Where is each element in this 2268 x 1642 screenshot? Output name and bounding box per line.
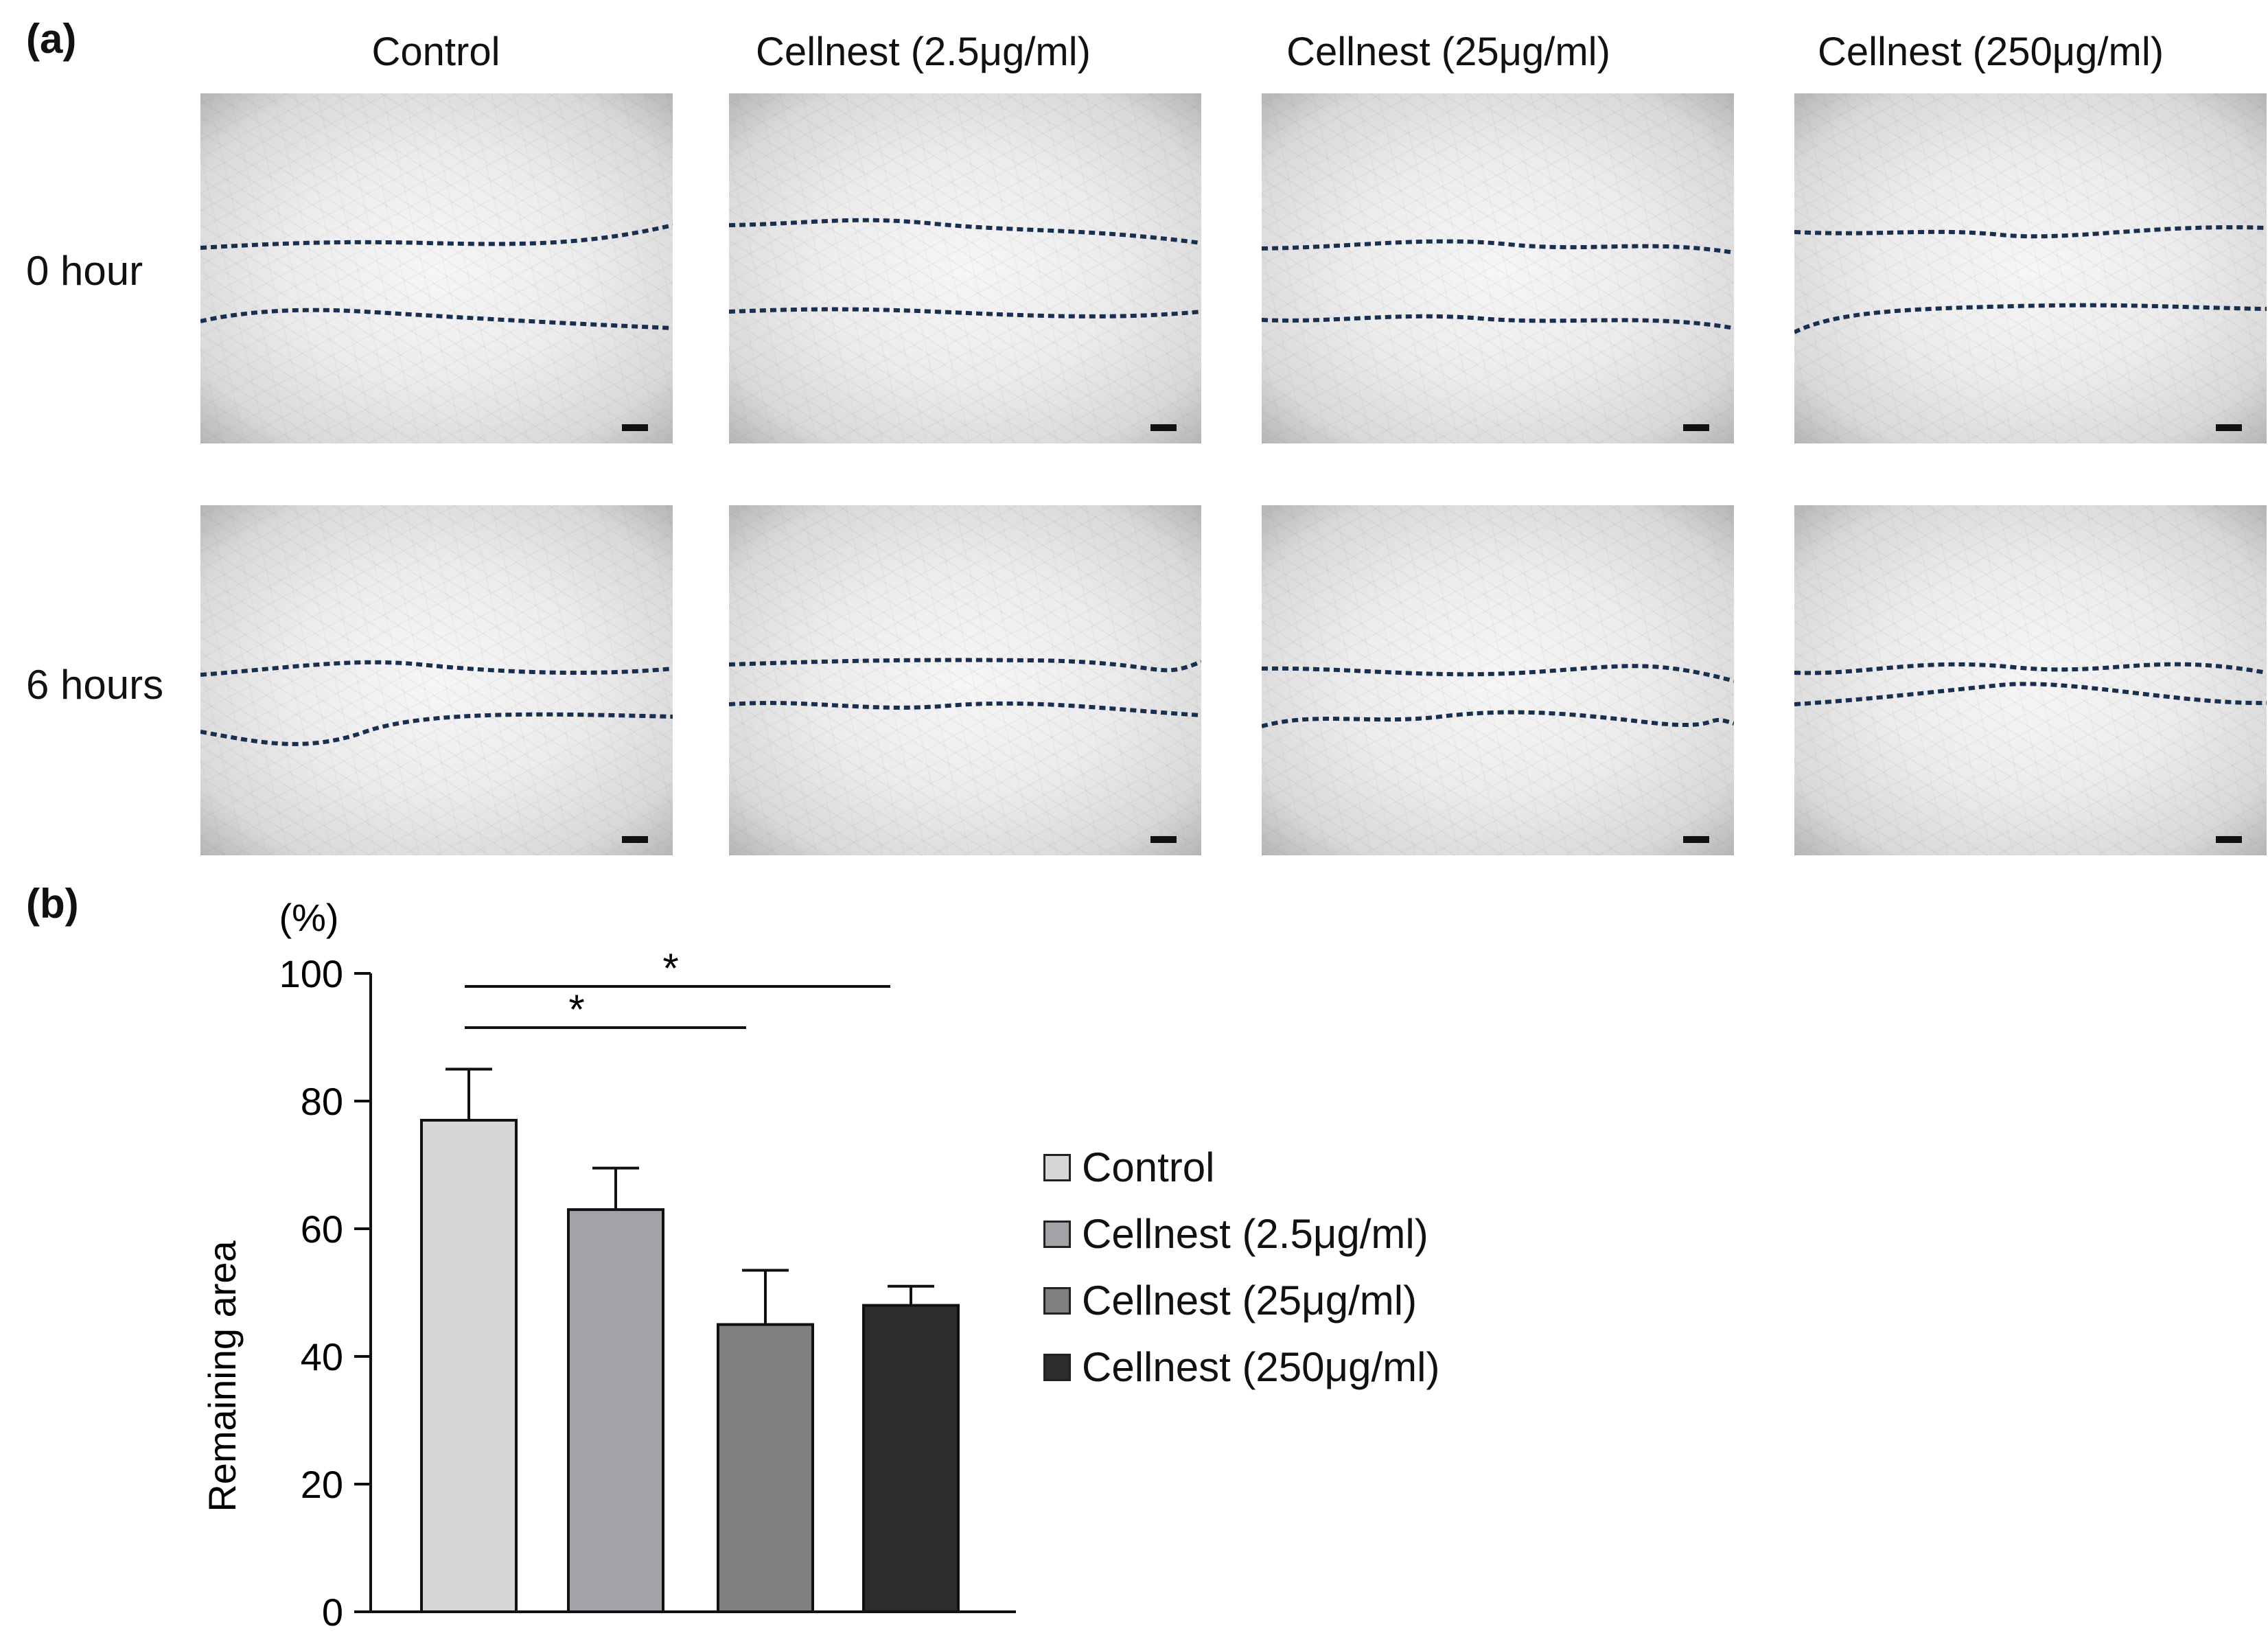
wound-edge-lines [729,218,1201,319]
wound-edge-lower [729,307,1201,319]
wound-edge-lines [1262,664,1734,728]
scale-bar [622,836,648,843]
panel-a-label: (a) [26,16,77,62]
bar [420,1118,518,1613]
wound-edge-lines [1794,225,2267,334]
y-tick-label: 100 [279,952,343,995]
row-header-6-hours: 6 hours [26,662,164,708]
wound-edge-lower [1794,682,2267,706]
legend-swatch [1043,1286,1071,1315]
column-header-cellnest-25: Cellnest (25μg/ml) [1286,30,1610,74]
legend-item-control: Control [1043,1134,1439,1201]
legend-swatch [1043,1153,1071,1181]
y-tick-label: 40 [301,1335,343,1378]
bar [717,1323,814,1613]
bar [567,1208,664,1614]
legend-item-cellnest-25: Cellnest (25μg/ml) [1043,1267,1439,1334]
chart-bars [420,1067,960,1614]
wound-edge-lower [1262,710,1734,728]
wound-edge-lower [1794,303,2267,334]
scale-bar [2216,424,2242,431]
row-header-0-hour: 0 hour [26,248,143,294]
scale-bar [1150,424,1177,431]
legend-swatch [1043,1220,1071,1248]
wound-edge-upper [200,223,673,250]
wound-edge-lower [200,712,673,746]
wound-edge-upper [1794,225,2267,239]
y-tick-label: 20 [301,1463,343,1506]
micrograph-control-0h [200,93,673,443]
scale-bar [1683,836,1709,843]
y-tick-label: 60 [301,1207,343,1251]
micrograph-cellnest-25-6h [1262,505,1734,855]
y-tick-label: 0 [322,1591,343,1634]
wound-edge-upper [1262,239,1734,255]
scale-bar [1683,424,1709,431]
wound-edge-upper [729,658,1201,673]
chart-legend: Control Cellnest (2.5μg/ml) Cellnest (25… [1043,1134,1439,1400]
micrograph-cellnest-250-0h [1794,93,2267,443]
column-header-cellnest-250: Cellnest (250μg/ml) [1817,30,2164,74]
bar [862,1304,960,1613]
legend-label: Cellnest (250μg/ml) [1082,1344,1440,1390]
scale-bar [1150,836,1177,843]
wound-edge-upper [1262,664,1734,683]
y-unit-label: (%) [279,896,338,939]
y-tick-label: 80 [301,1080,343,1123]
micrograph-cellnest-25-0h [1262,93,1734,443]
micrograph-cellnest-250-6h [1794,505,2267,855]
y-axis-label: Remaining area [200,1240,244,1512]
wound-edge-upper [729,218,1201,245]
wound-edge-lower [729,701,1201,717]
significance-annotations: ** [465,945,890,1032]
legend-swatch [1043,1353,1071,1381]
wound-edge-lower [1262,314,1734,330]
wound-edge-lines [1794,662,2267,706]
panel-b-label: (b) [26,881,79,927]
micrograph-control-6h [200,505,673,855]
wound-edge-lines [200,223,673,330]
wound-edge-upper [1794,662,2267,675]
significance-star: * [662,945,678,991]
legend-item-cellnest-250: Cellnest (250μg/ml) [1043,1334,1439,1400]
significance-star: * [568,986,584,1032]
legend-label: Control [1082,1144,1215,1190]
legend-item-cellnest-2-5: Cellnest (2.5μg/ml) [1043,1201,1439,1267]
wound-edge-lines [1262,239,1734,330]
wound-edge-upper [200,660,673,677]
micrograph-cellnest-2-5-0h [729,93,1201,443]
column-header-cellnest-2-5: Cellnest (2.5μg/ml) [756,30,1091,74]
wound-edge-lower [200,308,673,330]
wound-edge-lines [729,658,1201,717]
micrograph-cellnest-2-5-6h [729,505,1201,855]
chart-axes: 0 20 40 60 80 100 [279,952,1016,1634]
scale-bar [2216,836,2242,843]
scale-bar [622,424,648,431]
column-header-control: Control [371,30,500,74]
legend-label: Cellnest (25μg/ml) [1082,1277,1418,1323]
wound-edge-lines [200,660,673,746]
legend-label: Cellnest (2.5μg/ml) [1082,1211,1428,1257]
